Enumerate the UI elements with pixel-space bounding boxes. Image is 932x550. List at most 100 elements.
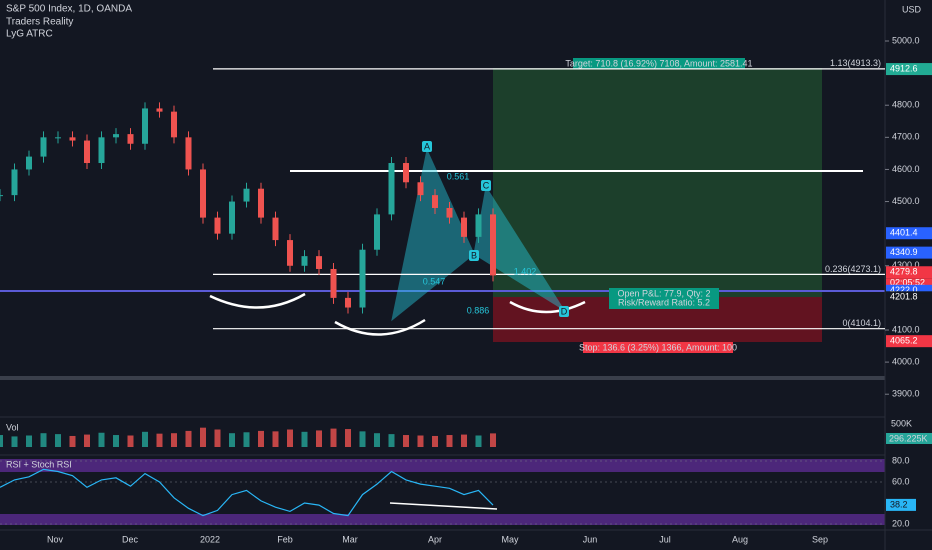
candle	[475, 214, 482, 237]
pattern-ratio: 0.886	[467, 305, 490, 315]
volume-tick: 500K	[891, 418, 912, 428]
candle	[40, 137, 47, 157]
countdown: 02:05:52	[890, 278, 925, 288]
candle	[11, 169, 18, 196]
volume-bar	[0, 435, 3, 447]
candle	[345, 297, 351, 308]
candle	[446, 207, 453, 218]
indicator-strip	[0, 376, 885, 380]
candle	[316, 256, 322, 269]
volume-last: 296.225K	[889, 433, 928, 443]
stop-label-bg	[583, 342, 733, 353]
price-tick-label: 4700.0	[892, 132, 920, 142]
candle	[142, 108, 148, 144]
indicator: LyG ATRC	[6, 29, 53, 40]
candle	[258, 188, 264, 218]
candle	[0, 195, 3, 197]
price-tick-label: 4100.0	[892, 324, 920, 334]
volume-bar	[388, 434, 395, 447]
volume-bar	[475, 435, 482, 447]
volume-bar	[461, 434, 467, 447]
rsi-tag	[886, 498, 916, 511]
price-tag	[886, 246, 932, 259]
pattern-xab	[391, 148, 475, 322]
volume-bar	[11, 436, 18, 447]
volume-bar	[200, 427, 206, 447]
price-tag-label: 4201.8	[890, 292, 918, 302]
pattern-point-bg	[422, 141, 432, 152]
volume-bar	[432, 435, 438, 447]
volume-bar	[490, 433, 496, 447]
price-tick-label: 4600.0	[892, 164, 920, 174]
volume-title: Vol	[6, 422, 19, 432]
price-tag-label: 4401.4	[890, 228, 918, 238]
candle	[272, 217, 279, 241]
target-zone	[493, 68, 822, 297]
volume-bar	[417, 435, 424, 447]
volume-bar	[403, 435, 409, 447]
rsi-tick-label: 60.0	[892, 476, 910, 486]
volume-bar	[84, 434, 90, 447]
arc	[334, 318, 426, 336]
fib-label: 0(4104.1)	[842, 318, 881, 328]
candle	[69, 137, 76, 141]
candle	[374, 214, 380, 250]
candle	[127, 134, 134, 144]
rsi-band	[0, 514, 885, 525]
volume-bar	[69, 435, 76, 447]
time-label: Mar	[342, 534, 358, 544]
volume-bar	[142, 431, 148, 447]
price-tag-label: 4222.0	[890, 285, 918, 295]
volume-bar	[98, 432, 105, 447]
candle	[171, 111, 177, 138]
time-label: Sep	[812, 534, 828, 544]
candle	[301, 256, 308, 266]
pattern-point-bg	[481, 180, 491, 191]
volume-bar	[185, 430, 192, 447]
fib-label: 0.236(4273.1)	[825, 264, 881, 274]
rsi-band	[0, 459, 885, 472]
candle	[417, 182, 424, 196]
volume-bar	[55, 434, 61, 447]
volume-bar	[330, 428, 337, 447]
rsi-tick-label: 20.0	[892, 518, 910, 528]
volume-bar	[359, 431, 366, 447]
time-label: May	[501, 534, 519, 544]
rsi-line	[0, 468, 494, 517]
price-tick-label: 3900.0	[892, 389, 920, 399]
target-label-bg	[573, 58, 745, 69]
price-tag	[886, 266, 932, 279]
volume-bar	[243, 432, 250, 447]
volume-bar	[287, 429, 293, 447]
price-tick-label: 5000.0	[892, 35, 920, 45]
price-tag	[886, 291, 932, 304]
candle	[214, 217, 221, 234]
candle	[403, 163, 409, 183]
volume-bar	[40, 433, 47, 447]
indicator: Traders Reality	[6, 17, 73, 28]
volume-bar	[258, 430, 264, 447]
rsi-tick-label: 80.0	[892, 455, 910, 465]
rsi-tag-label: 38.2	[890, 499, 908, 509]
countdown-bg	[886, 278, 932, 289]
candle	[461, 217, 467, 237]
pattern-point-bg	[559, 306, 569, 317]
symbol: S&P 500 Index, 1D, OANDA	[6, 4, 132, 15]
arc	[509, 300, 586, 314]
fib-label: 1.13(4913.3)	[830, 58, 881, 68]
time-label: Aug	[732, 534, 748, 544]
price-tag-label: 4912.6	[890, 63, 918, 73]
price-tick-label: 4000.0	[892, 356, 920, 366]
target-label: Target: 710.8 (16.92%) 7108, Amount: 258…	[565, 58, 752, 68]
time-label: Dec	[122, 534, 139, 544]
pattern-point: C	[483, 180, 490, 190]
pnl: Open P&L: 77.9, Qty: 2	[617, 288, 710, 298]
volume-bar	[214, 429, 221, 447]
rsi-title: RSI + Stoch RSI	[6, 459, 72, 469]
price-tick-label: 4500.0	[892, 196, 920, 206]
time-label: Feb	[277, 534, 293, 544]
volume-bar	[127, 435, 134, 447]
candle	[490, 214, 496, 276]
candle	[113, 134, 119, 138]
candle	[200, 169, 206, 218]
